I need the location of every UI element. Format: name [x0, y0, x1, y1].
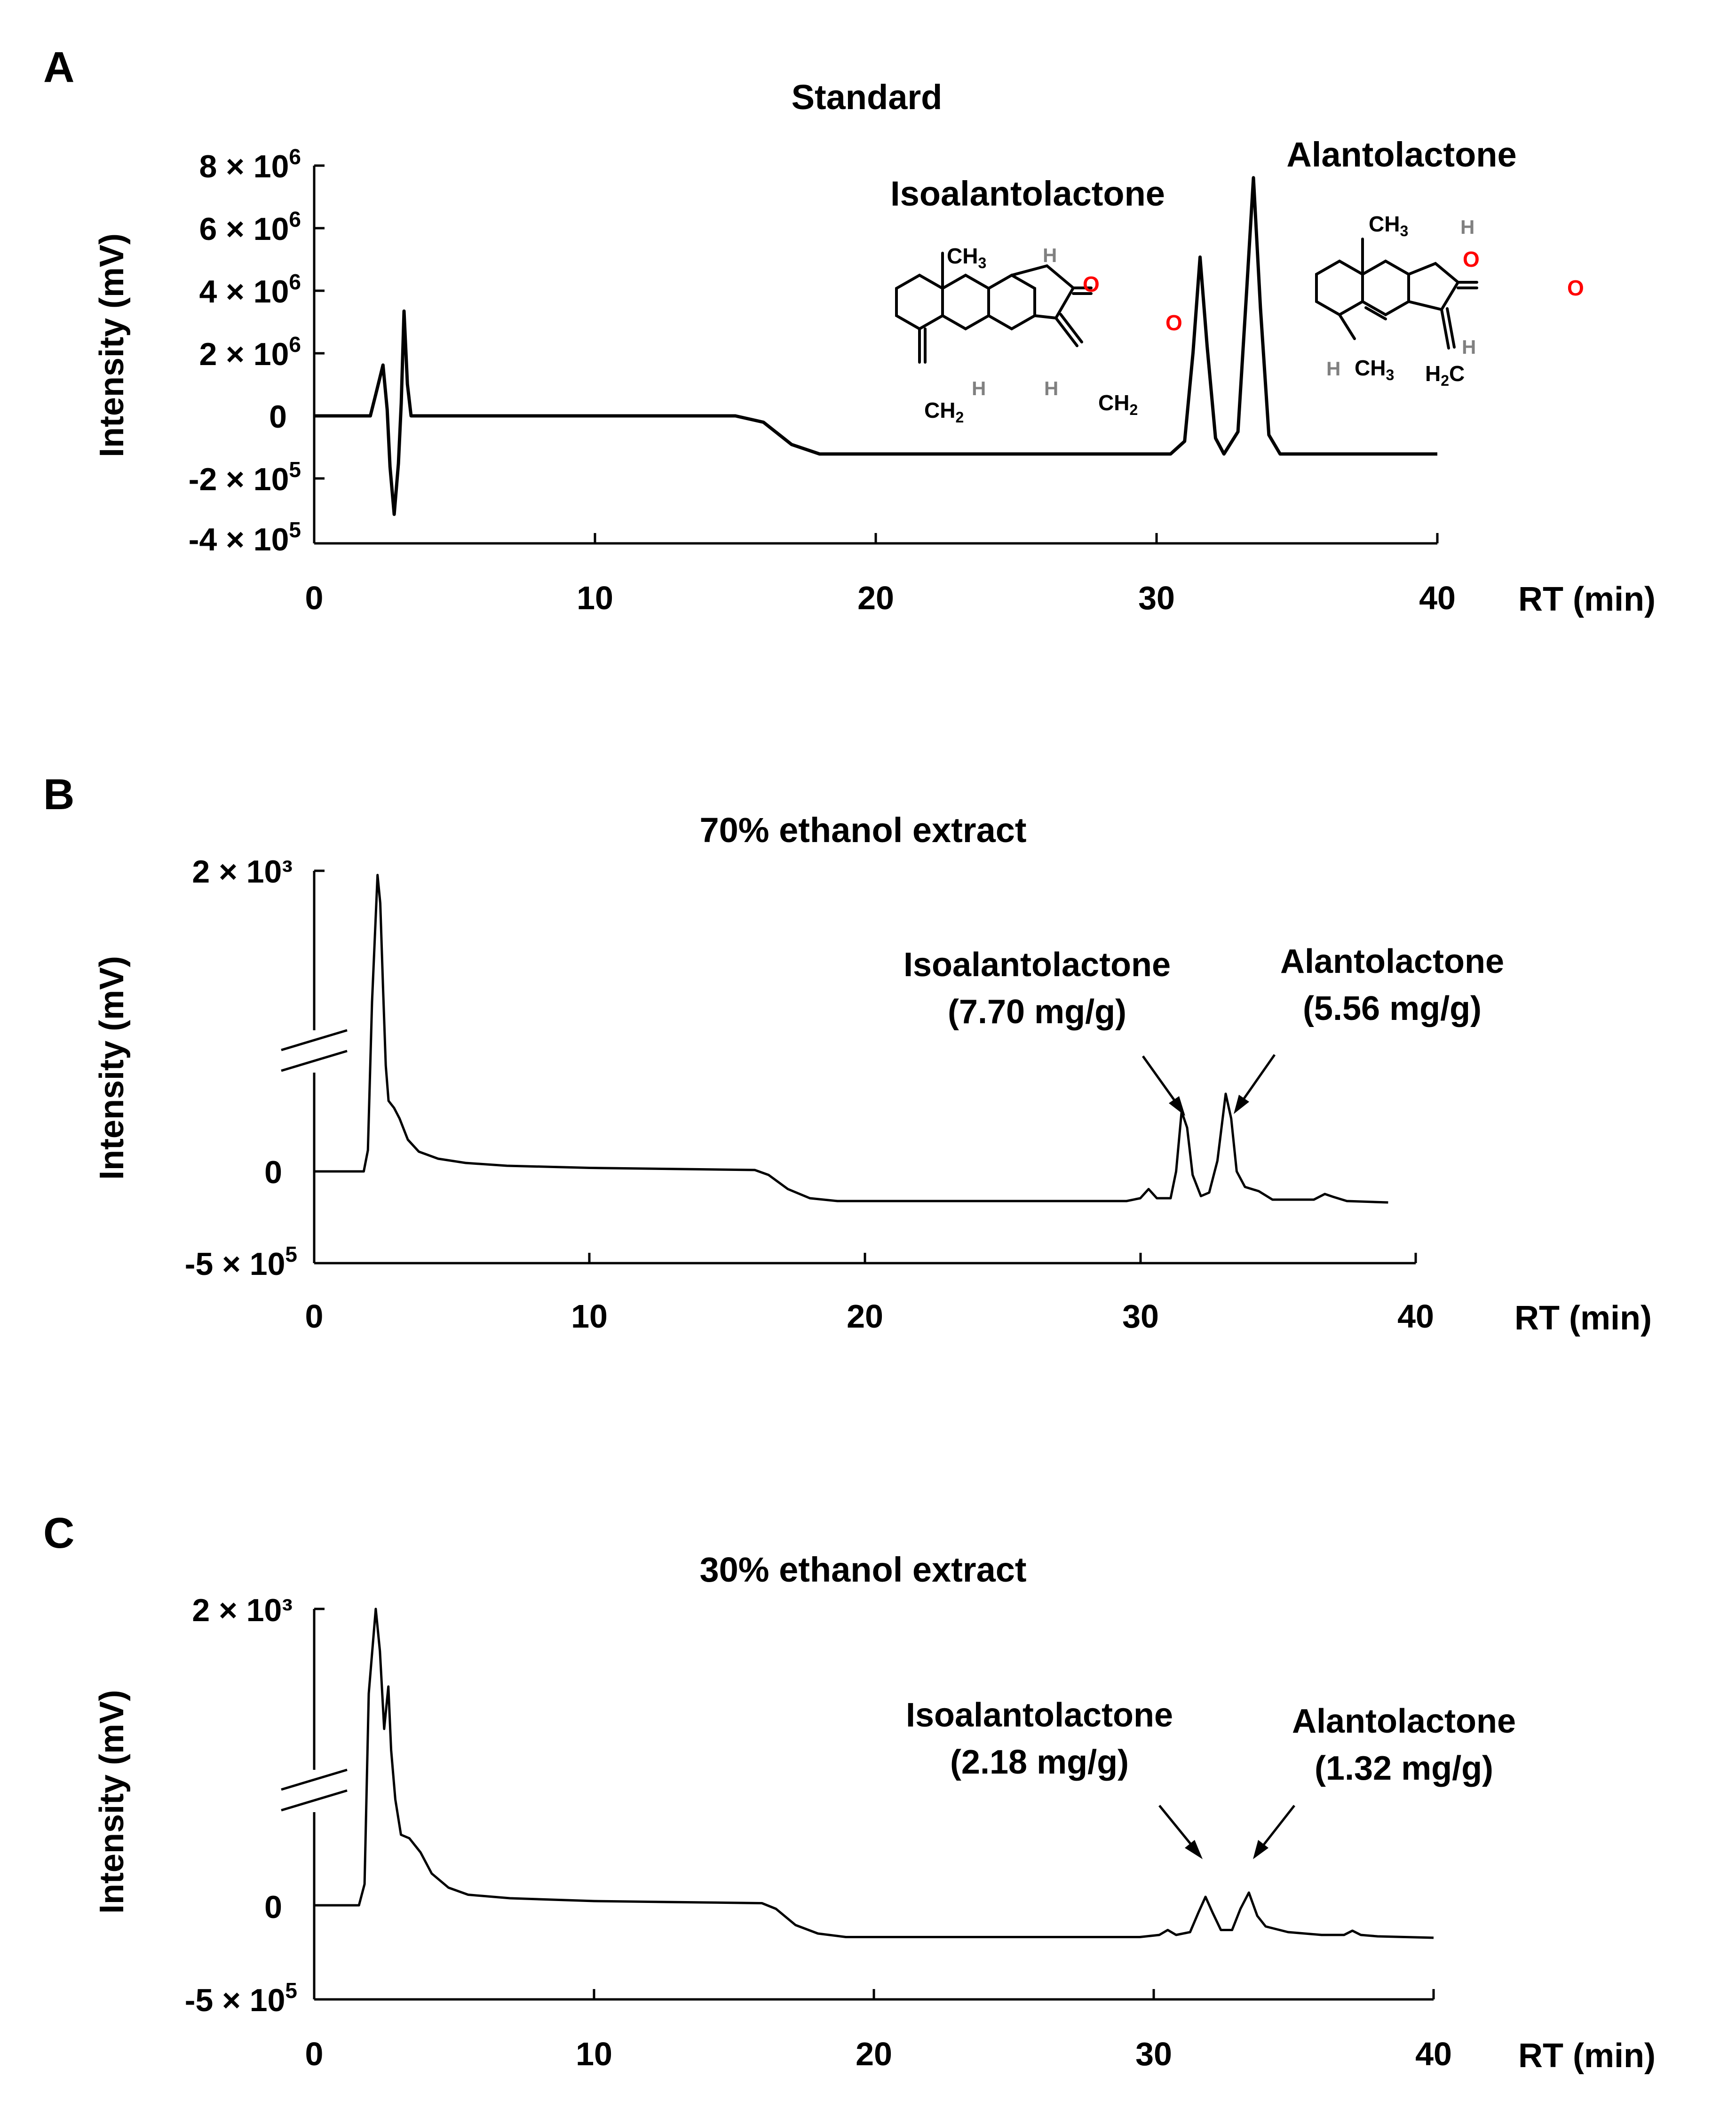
hydrogen-label: H — [1460, 216, 1474, 238]
x-tick-label: 10 — [576, 2036, 612, 2072]
y-tick-label: 0 — [264, 1154, 282, 1190]
chart-title-c: 30% ethanol extract — [699, 1550, 1026, 1589]
hydrogen-label: H — [1462, 336, 1476, 358]
y-tick-label: -5 × 105 — [185, 1978, 297, 2018]
x-tick-label: 0 — [305, 1298, 324, 1335]
hydrogen-label: H — [972, 377, 986, 399]
x-tick-label: 20 — [856, 2036, 892, 2072]
panel-a: A Standard Intensity (mV) 8 × 106 6 × 10… — [43, 43, 1656, 618]
alantolactone-structure: CH3 CH3 H2C H H H O O — [1315, 212, 1584, 389]
x-axis-label-b: RT (min) — [1514, 1299, 1652, 1337]
methylene-label: CH2 — [1098, 390, 1138, 418]
annotation-isoalantolactone-name: Isoalantolactone — [906, 1696, 1173, 1734]
methyl-label: CH3 — [1369, 212, 1408, 239]
oxygen-label: O — [1567, 276, 1584, 300]
y-tick-label: -4 × 105 — [189, 517, 301, 557]
x-tick-label: 30 — [1135, 2036, 1172, 2072]
y-ticks-b — [314, 869, 325, 1173]
panel-b: B 70% ethanol extract Intensity (mV) 2 ×… — [43, 771, 1652, 1337]
y-tick-label: 2 × 10³ — [192, 854, 293, 890]
series-line-70-ethanol — [314, 874, 1388, 1204]
x-tick-label: 30 — [1138, 580, 1175, 616]
x-ticks-b — [313, 1253, 1417, 1263]
y-axis-label-a: Intensity (mV) — [93, 233, 131, 457]
x-axis-label-c: RT (min) — [1518, 2037, 1656, 2075]
x-tick-labels-a: 0 10 20 30 40 — [305, 580, 1456, 616]
y-ticks-a — [314, 164, 325, 480]
compound-label-alantolactone: Alantolactone — [1286, 135, 1516, 174]
y-ticks-c — [314, 1608, 325, 1907]
panel-label-c: C — [43, 1509, 74, 1557]
y-axis-label-c: Intensity (mV) — [93, 1690, 131, 1914]
x-tick-label: 20 — [857, 580, 894, 616]
annotation-isoalantolactone-value: (7.70 mg/g) — [948, 993, 1126, 1031]
y-tick-label: 0 — [264, 1889, 282, 1925]
methylene-label: CH2 — [924, 398, 964, 426]
hydrogen-label: H — [1043, 244, 1057, 266]
y-tick-label: -5 × 105 — [185, 1242, 297, 1282]
annotation-arrow-alantolactone — [1234, 1054, 1276, 1114]
y-axis-label-b: Intensity (mV) — [93, 956, 131, 1180]
chart-title-a: Standard — [792, 78, 943, 117]
compound-label-isoalantolactone: Isoalantolactone — [890, 174, 1165, 213]
x-tick-label: 0 — [305, 2036, 324, 2072]
y-tick-label: 4 × 106 — [199, 270, 301, 310]
annotation-alantolactone-value: (5.56 mg/g) — [1303, 990, 1482, 1027]
chart-title-b: 70% ethanol extract — [699, 811, 1026, 850]
x-tick-label: 40 — [1415, 2036, 1452, 2072]
y-tick-label: 8 × 106 — [199, 144, 301, 184]
axis-break-c — [280, 1768, 374, 1812]
y-tick-labels-b: 2 × 10³ 0 -5 × 105 — [185, 854, 297, 1282]
axis-break-b — [280, 1029, 374, 1073]
y-tick-label: 0 — [269, 399, 287, 435]
hydrogen-label: H — [1044, 377, 1058, 399]
annotation-arrow-isoalantolactone — [1141, 1055, 1185, 1116]
x-tick-labels-c: 0 10 20 30 40 — [305, 2036, 1452, 2072]
annotation-arrow-alantolactone — [1253, 1805, 1295, 1859]
series-line-standard — [314, 176, 1437, 516]
oxygen-label: O — [1083, 272, 1100, 296]
x-tick-label: 10 — [577, 580, 613, 616]
x-ticks-a — [313, 533, 1439, 543]
x-tick-label: 30 — [1122, 1298, 1159, 1335]
x-ticks-c — [313, 1989, 1435, 1999]
series-line-30-ethanol — [314, 1608, 1434, 1939]
y-tick-label: 2 × 106 — [199, 332, 301, 372]
annotation-isoalantolactone-value: (2.18 mg/g) — [950, 1743, 1129, 1781]
annotation-alantolactone-name: Alantolactone — [1280, 943, 1504, 980]
oxygen-label: O — [1463, 247, 1480, 271]
annotation-isoalantolactone-name: Isoalantolactone — [904, 946, 1171, 984]
x-tick-label: 10 — [571, 1298, 608, 1335]
methyl-label: CH3 — [1355, 356, 1394, 383]
x-tick-label: 0 — [305, 580, 324, 616]
x-tick-label: 40 — [1419, 580, 1456, 616]
oxygen-label: O — [1165, 310, 1182, 335]
annotation-arrow-isoalantolactone — [1158, 1805, 1203, 1859]
methylene-label: H2C — [1425, 361, 1465, 389]
y-tick-labels-c: 2 × 10³ 0 -5 × 105 — [185, 1592, 297, 2018]
x-tick-label: 40 — [1397, 1298, 1434, 1335]
y-tick-label: 2 × 10³ — [192, 1592, 293, 1628]
annotation-alantolactone-name: Alantolactone — [1292, 1703, 1516, 1740]
annotation-alantolactone-value: (1.32 mg/g) — [1315, 1750, 1493, 1787]
x-tick-labels-b: 0 10 20 30 40 — [305, 1298, 1434, 1335]
isoalantolactone-structure: CH3 CH2 CH2 H H H O O — [895, 244, 1182, 426]
y-tick-labels-a: 8 × 106 6 × 106 4 × 106 2 × 106 0 -2 × 1… — [189, 144, 301, 557]
methyl-label: CH3 — [947, 244, 986, 271]
x-axis-label-a: RT (min) — [1518, 581, 1656, 618]
y-tick-label: 6 × 106 — [199, 207, 301, 247]
y-tick-label: -2 × 105 — [189, 457, 301, 497]
panel-c: C 30% ethanol extract Intensity (mV) 2 ×… — [43, 1509, 1656, 2075]
hydrogen-label: H — [1326, 358, 1340, 380]
panel-label-b: B — [43, 771, 74, 819]
panel-label-a: A — [43, 43, 74, 91]
x-tick-label: 20 — [847, 1298, 883, 1335]
